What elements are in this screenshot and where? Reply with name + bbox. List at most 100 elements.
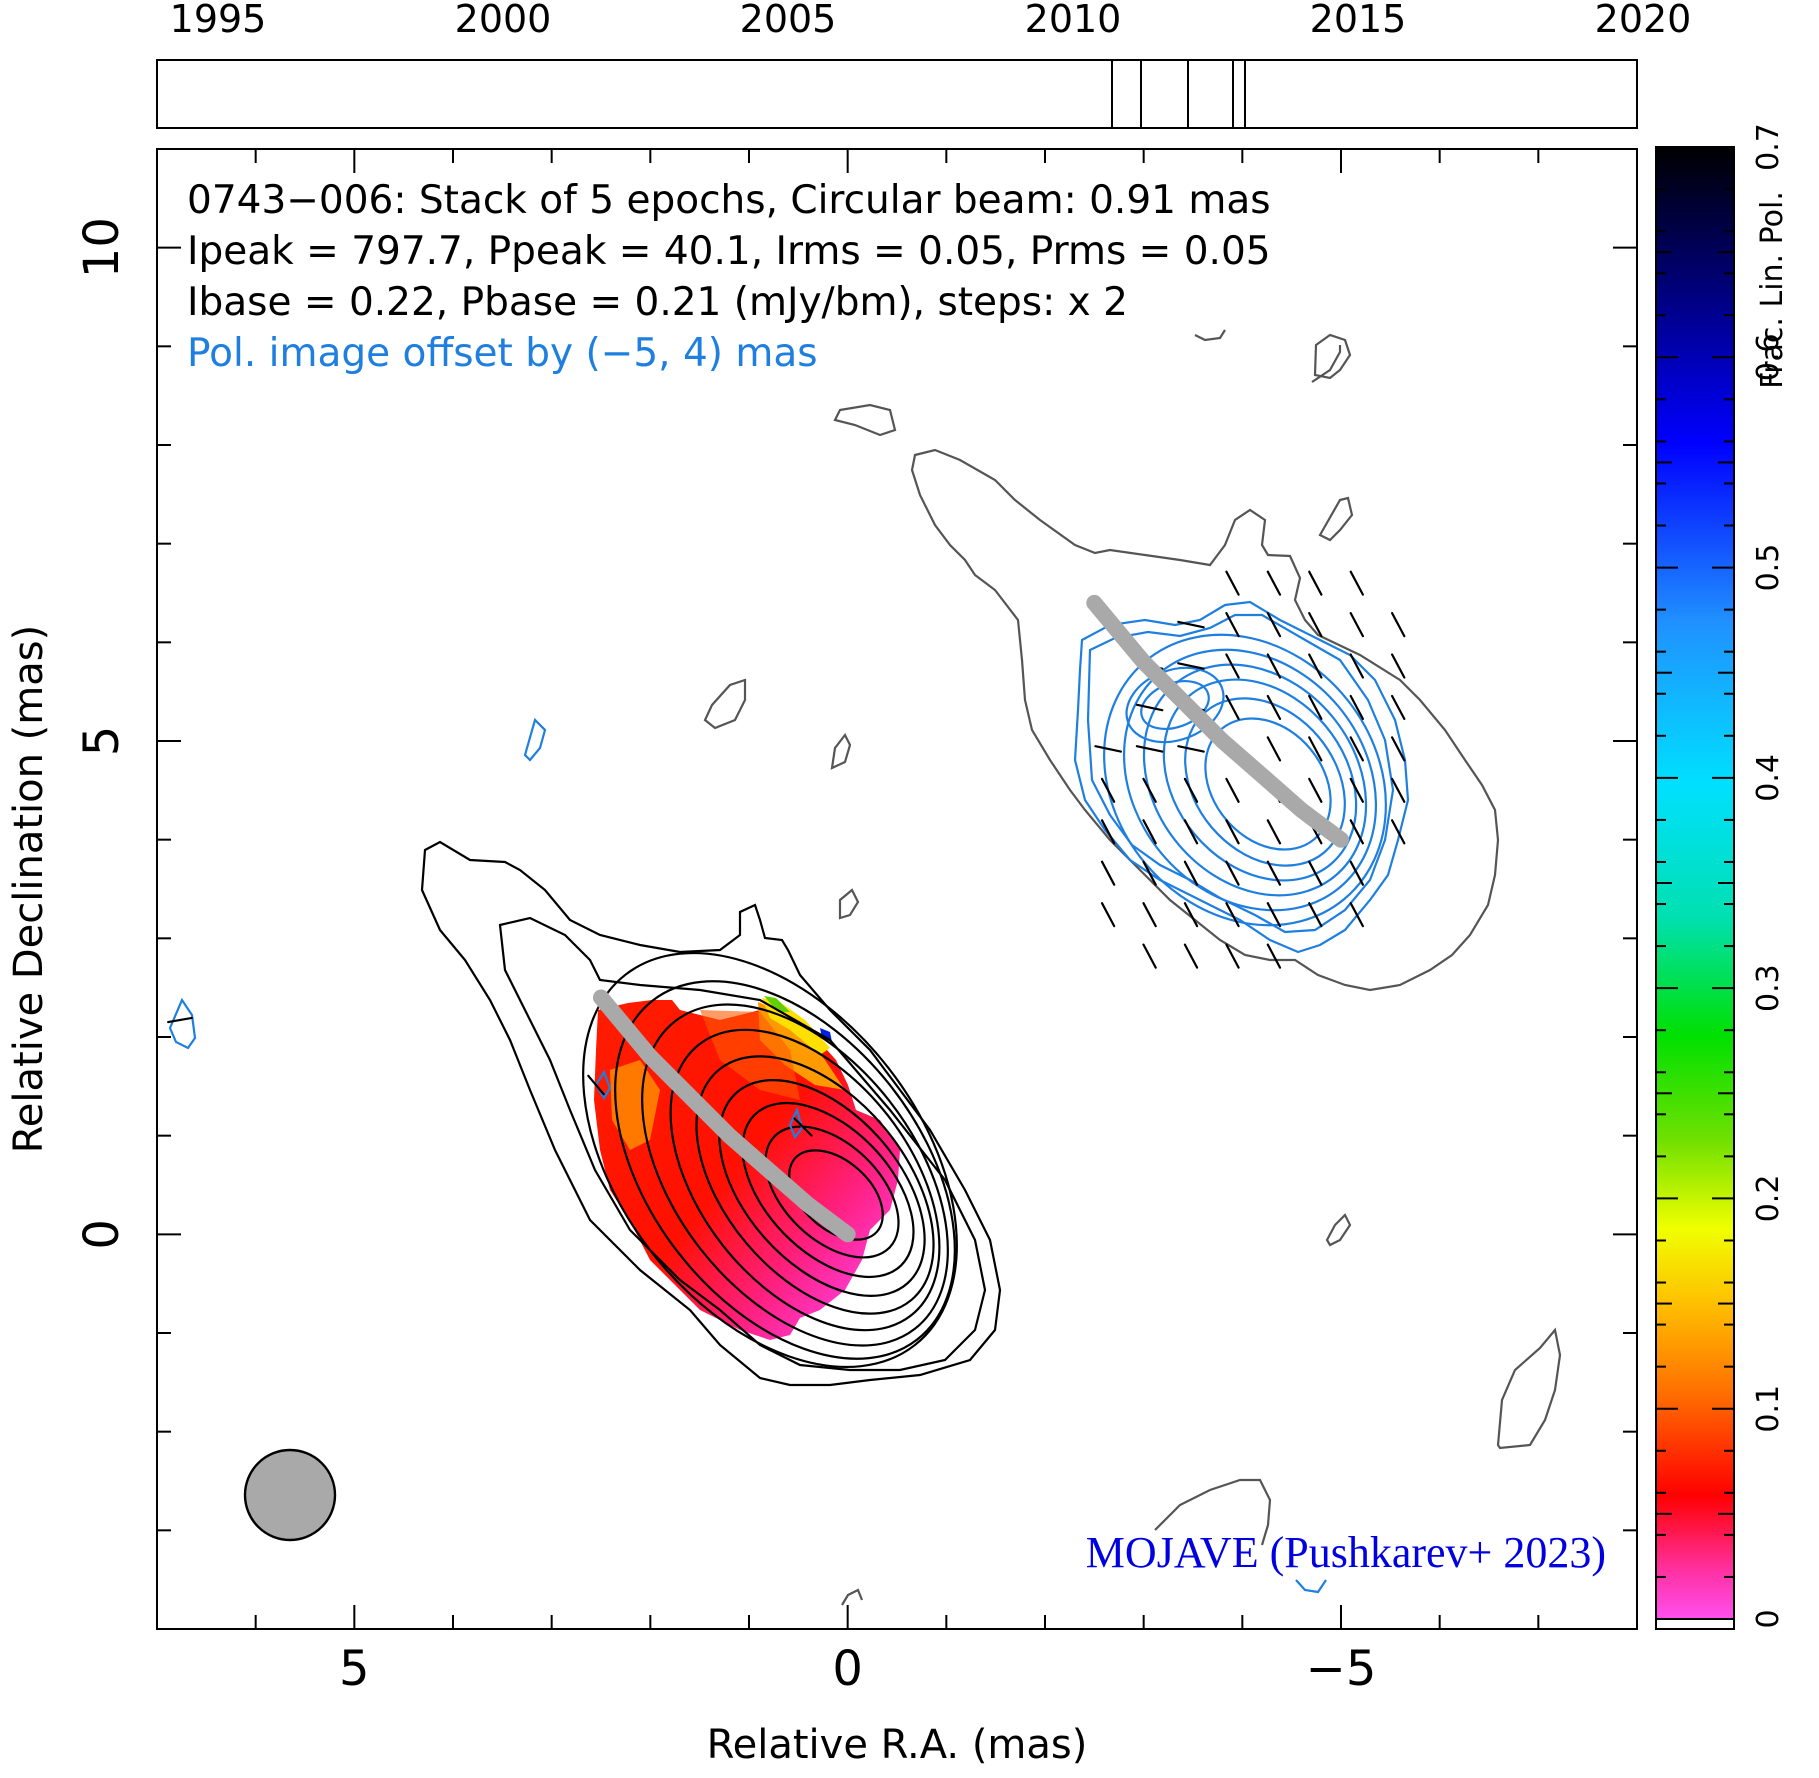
header-line-2: Ipeak = 797.7, Ppeak = 40.1, Irms = 0.05… xyxy=(187,229,1271,274)
evpa-tick xyxy=(1266,611,1282,638)
header-line-1: 0743−006: Stack of 5 epochs, Circular be… xyxy=(187,178,1271,223)
year-label: 2020 xyxy=(1595,0,1692,41)
evpa-tick xyxy=(1100,777,1116,803)
evpa-tick xyxy=(1142,777,1157,803)
evpa-tick xyxy=(1225,570,1240,596)
colorbar-label: Frac. Lin. Pol. xyxy=(1755,191,1790,389)
evpa-tick xyxy=(1266,860,1282,886)
evpa-tick xyxy=(1225,653,1240,679)
evpa-tick xyxy=(1349,902,1365,928)
evpa-tick xyxy=(1349,570,1365,596)
year-label: 2010 xyxy=(1025,0,1122,41)
evpa-tick xyxy=(1225,777,1240,803)
year-label: 2000 xyxy=(455,0,552,41)
header-text: 0743−006: Stack of 5 epochs, Circular be… xyxy=(187,178,1271,376)
evpa-tick xyxy=(1266,943,1282,969)
timeline-frame xyxy=(156,59,1638,129)
evpa-tick xyxy=(793,1117,813,1137)
y-axis-label: Relative Declination (mas) xyxy=(6,625,52,1153)
x-tick-labels: 5 0 −5 xyxy=(339,1641,1376,1697)
ridge-line-core xyxy=(593,989,856,1243)
evpa-tick xyxy=(1390,736,1406,762)
colorbar-tick-label: 0.7 xyxy=(1751,123,1786,171)
epoch-markers xyxy=(1111,60,1246,128)
evpa-tick xyxy=(1349,819,1365,845)
evpa-tick xyxy=(1349,777,1365,803)
colorbar-tick-label: 0.4 xyxy=(1751,754,1786,802)
evpa-tick xyxy=(1308,653,1323,679)
evpa-tick xyxy=(1308,777,1323,803)
colorbar-tick-labels: 0 0.1 0.2 0.3 0.4 0.5 0.6 0.7 xyxy=(1751,123,1786,1628)
evpa-tick xyxy=(1225,819,1240,845)
header-line-3: Ibase = 0.22, Pbase = 0.21 (mJy/bm), ste… xyxy=(187,280,1128,325)
colorbar-tick-label: 0.6 xyxy=(1751,333,1786,381)
evpa-tick xyxy=(1390,611,1406,638)
colorbar-tick-label: 0.5 xyxy=(1751,544,1786,592)
offset-outer-contour xyxy=(910,448,1500,992)
evpa-tick xyxy=(1183,943,1199,969)
evpa-tick xyxy=(1349,694,1365,721)
y-tick-label: 0 xyxy=(74,1219,130,1250)
evpa-tick xyxy=(1266,819,1282,845)
axis-ticks xyxy=(156,148,1638,1630)
timeline-year-labels: 1995 2000 2005 2010 2015 2020 xyxy=(170,0,1692,41)
evpa-tick xyxy=(1390,694,1406,721)
evpa-tick xyxy=(1183,902,1199,928)
evpa-tick xyxy=(1349,860,1365,886)
evpa-tick xyxy=(1100,860,1116,886)
evpa-tick xyxy=(1225,694,1240,721)
evpa-tick xyxy=(1142,943,1157,969)
evpa-tick xyxy=(1183,860,1199,886)
evpa-tick xyxy=(1225,902,1240,928)
x-tick-label: 5 xyxy=(339,1641,370,1697)
colorbar-tick-label: 0.1 xyxy=(1751,1385,1786,1433)
colorbar-tick-label: 0.3 xyxy=(1751,964,1786,1012)
evpa-tick xyxy=(1266,653,1282,679)
x-tick-label: −5 xyxy=(1306,1641,1377,1697)
timeline: 1995 2000 2005 2010 2015 2020 xyxy=(156,0,1692,129)
evpa-tick xyxy=(1142,819,1157,845)
evpa-tick xyxy=(1390,777,1406,803)
evpa-tick xyxy=(1225,943,1240,969)
map-panel: 0743−006: Stack of 5 epochs, Circular be… xyxy=(156,148,1638,1630)
header-line-4: Pol. image offset by (−5, 4) mas xyxy=(187,331,818,376)
outer-contour xyxy=(420,840,1002,1387)
y-tick-labels: 10 5 0 xyxy=(74,217,130,1249)
evpa-tick xyxy=(1100,819,1116,845)
y-tick-label: 5 xyxy=(74,726,130,757)
evpa-tick xyxy=(1266,902,1282,928)
evpa-tick xyxy=(1266,694,1282,721)
evpa-tick xyxy=(1225,611,1240,638)
colorbar-tick-label: 0 xyxy=(1751,1609,1786,1628)
evpa-tick xyxy=(1177,662,1205,670)
evpa-tick xyxy=(1142,860,1157,886)
evpa-tick xyxy=(1183,777,1199,803)
evpa-tick xyxy=(1390,819,1406,845)
evpa-tick xyxy=(1177,620,1205,629)
evpa-tick xyxy=(1349,653,1365,679)
evpa-tick xyxy=(1135,703,1164,712)
map-frame xyxy=(156,148,1638,1630)
evpa-tick xyxy=(1308,902,1323,928)
beam-ellipse xyxy=(243,1448,337,1542)
evpa-tick xyxy=(1225,860,1240,886)
evpa-tick xyxy=(1308,570,1323,596)
evpa-tick xyxy=(1183,819,1199,845)
evpa-tick xyxy=(1266,570,1282,596)
evpa-tick xyxy=(1308,694,1323,721)
evpa-tick xyxy=(1349,611,1365,638)
evpa-tick xyxy=(1142,902,1157,928)
year-label: 1995 xyxy=(170,0,267,41)
evpa-tick xyxy=(1100,902,1116,928)
colorbar-gradient xyxy=(1655,146,1735,1630)
year-label: 2005 xyxy=(740,0,837,41)
evpa-ticks xyxy=(167,570,1406,1137)
evpa-tick xyxy=(1266,736,1282,762)
year-label: 2015 xyxy=(1310,0,1407,41)
evpa-tick xyxy=(1308,611,1323,638)
credit-text: MOJAVE (Pushkarev+ 2023) xyxy=(1086,1528,1606,1577)
evpa-tick xyxy=(1390,653,1406,679)
evpa-tick xyxy=(1094,745,1123,753)
evpa-tick xyxy=(1308,860,1323,886)
y-tick-label: 10 xyxy=(74,217,130,278)
